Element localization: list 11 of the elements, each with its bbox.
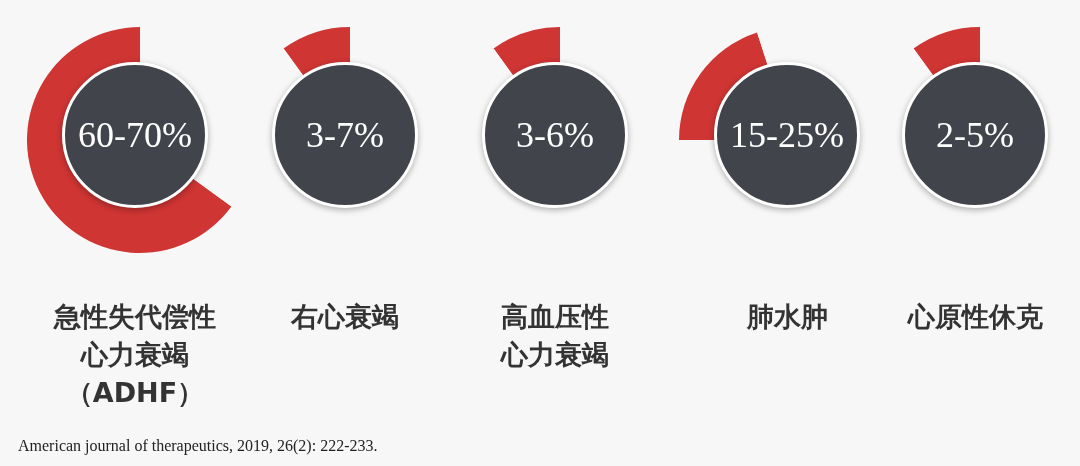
text: 急性失代偿性心力衰竭（ADHF）	[52, 300, 217, 410]
text: 心原性休克	[906, 300, 1044, 334]
text: 3-7%	[305, 114, 385, 157]
text: 60-70%	[77, 114, 193, 157]
text: 3-6%	[515, 114, 595, 157]
text: 肺水肿	[746, 301, 828, 332]
text: 高血压性心力衰竭	[499, 300, 610, 372]
text: 右心衰竭	[291, 301, 399, 332]
text: American journal of therapeutics, 2019, 26(2): 222-233.	[18, 437, 378, 455]
text: 2-5%	[936, 115, 1014, 155]
text: 15-25%	[729, 114, 845, 157]
